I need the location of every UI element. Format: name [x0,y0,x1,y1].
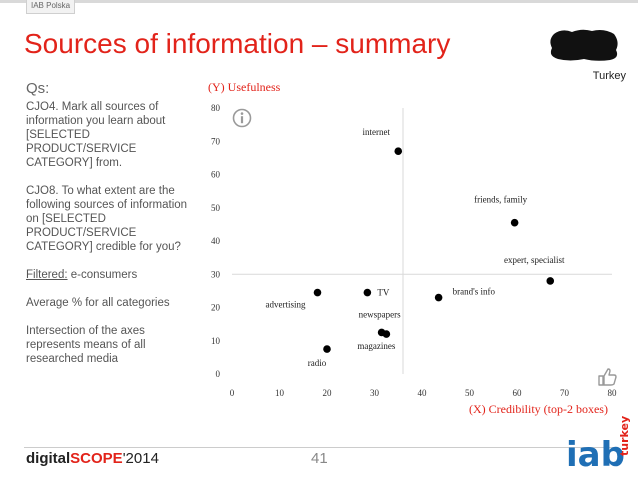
x-tick-label: 80 [608,388,618,396]
data-label: expert, specialist [504,255,565,265]
x-tick-label: 0 [230,388,235,396]
svg-text:turkey: turkey [618,416,631,456]
average-note: Average % for all categories [26,297,170,309]
question-panel: Qs: CJO4. Mark all sources of informatio… [26,80,201,380]
footer-digital: digital [26,450,71,467]
data-point [434,293,443,302]
y-tick-label: 80 [211,103,221,113]
filter-label: Filtered: [26,269,68,281]
scatter-chart: 0 10 20 30 40 50 60 70 80 0 10 20 30 40 50 60 70 80 intern… [211,103,618,396]
data-label: magazines [357,341,395,351]
filter-note: Filtered: e-consumers [26,268,201,282]
footer-divider [24,447,614,448]
x-tick-label: 50 [465,388,475,396]
data-point [313,288,322,297]
info-icon [232,108,252,128]
footer-brand: digitalSCOPE'2014 [26,450,159,467]
question-cjo4: CJO4. Mark all sources of information yo… [26,101,166,169]
data-label: friends, family [474,195,527,205]
x-tick-label: 70 [560,388,570,396]
brand-tab: IAB Polska [26,0,76,14]
data-point [546,277,555,285]
y-tick-label: 0 [216,369,221,379]
data-point [394,147,403,156]
turkey-flag-icon [550,29,618,61]
data-label: brand's info [453,287,496,297]
x-tick-label: 20 [323,388,333,396]
x-tick-label: 40 [418,388,428,396]
x-axis-title: (X) Credibility (top-2 boxes) [469,402,608,416]
data-point [510,218,519,227]
data-point [323,345,331,353]
data-label: advertising [266,300,306,310]
svg-text:iab: iab [566,435,625,474]
y-tick-label: 30 [211,269,221,279]
y-tick-label: 20 [211,303,221,313]
top-bar [0,0,638,14]
page-number: 41 [311,450,328,467]
intersection-note: Intersection of the axes represents mean… [26,325,146,365]
x-tick-label: 10 [275,388,285,396]
filter-value: e-consumers [67,269,138,281]
x-tick-label: 60 [513,388,523,396]
x-tick-label: 30 [370,388,380,396]
thumbs-up-icon [598,368,617,386]
iab-turkey-logo: iab turkey [566,416,631,474]
data-label: radio [308,358,327,368]
data-label: TV [377,288,389,298]
y-tick-label: 40 [211,236,221,246]
y-tick-label: 50 [211,203,221,213]
y-tick-label: 60 [211,170,221,180]
footer-year: '2014 [122,450,159,467]
data-point [382,330,391,338]
data-label: internet [363,127,391,137]
y-axis-title: (Y) Usefulness [208,80,281,94]
page-title: Sources of information – summary [24,28,451,59]
question-cjo8: CJO8. To what extent are the following s… [26,185,188,253]
data-point [363,288,372,297]
y-tick-label: 10 [211,336,221,346]
country-label: Turkey [592,70,626,82]
data-label: newspapers [359,309,401,319]
footer-scope: SCOPE [70,450,123,467]
y-tick-label: 70 [211,136,221,146]
questions-heading: Qs: [26,80,50,97]
